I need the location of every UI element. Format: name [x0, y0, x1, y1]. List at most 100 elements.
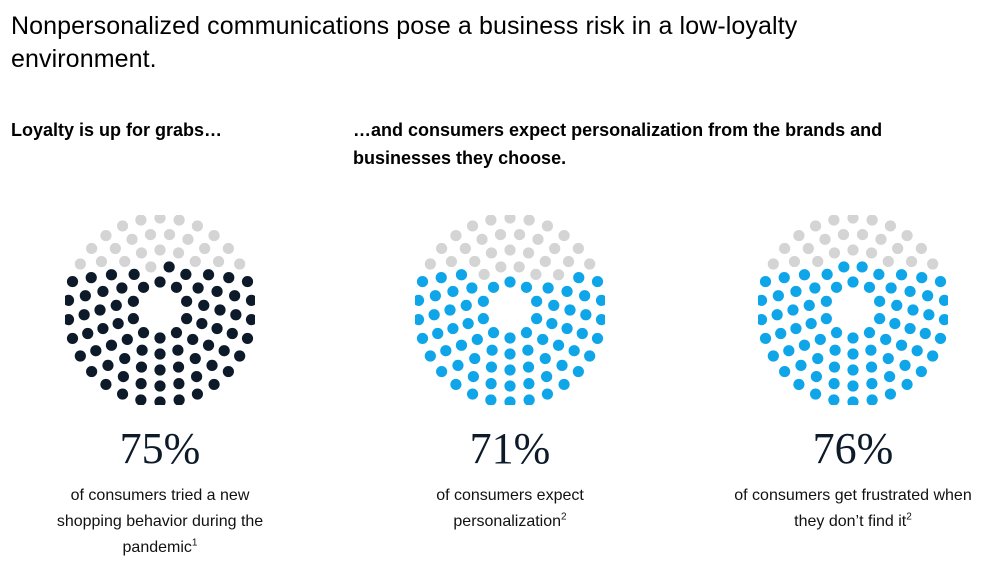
filled-dot: [452, 359, 464, 371]
empty-dot: [828, 247, 841, 259]
filled-dot: [923, 309, 935, 321]
filled-dot: [828, 378, 840, 390]
filled-dot: [487, 281, 500, 293]
filled-dot: [466, 282, 478, 294]
empty-dot: [767, 258, 779, 270]
filled-dot: [173, 394, 185, 405]
filled-dot: [522, 344, 534, 356]
empty-dot: [154, 244, 166, 256]
footnote-2: 2: [561, 511, 567, 523]
filled-dot: [783, 345, 795, 357]
empty-dot: [572, 242, 584, 255]
filled-dot: [778, 272, 790, 284]
empty-dot: [837, 229, 850, 241]
empty-dot: [892, 242, 904, 255]
filled-dot: [911, 345, 923, 357]
filled-dot: [135, 378, 147, 390]
empty-dot: [584, 258, 596, 270]
filled-dot: [915, 365, 927, 378]
filled-dot: [847, 380, 859, 392]
filled-dot: [97, 322, 109, 335]
filled-dot: [595, 314, 605, 326]
empty-dot: [882, 255, 894, 268]
filled-dot: [830, 281, 843, 293]
subtitle-left: Loyalty is up for grabs…: [11, 120, 223, 140]
filled-dot: [884, 371, 896, 383]
filled-dot: [552, 339, 565, 351]
filled-dot: [127, 295, 139, 307]
filled-dot: [820, 313, 832, 325]
stat-description-text-3: of consumers get frustrated when they do…: [734, 487, 972, 530]
filled-dot: [790, 285, 802, 298]
filled-dot: [595, 294, 605, 306]
empty-dot: [875, 233, 887, 245]
filled-dot: [181, 313, 193, 325]
filled-dot: [907, 304, 919, 316]
filled-dot: [829, 344, 841, 356]
stat-panel-3: 76% of consumers get frustrated when the…: [733, 215, 973, 535]
filled-dot: [119, 352, 131, 365]
filled-dot: [572, 365, 584, 378]
filled-dot: [173, 378, 185, 390]
empty-dot: [173, 215, 185, 226]
filled-dot: [460, 299, 472, 311]
filled-dot: [798, 339, 811, 351]
filled-dot: [218, 345, 230, 357]
filled-dot: [531, 295, 543, 307]
filled-dot: [814, 333, 826, 346]
filled-dot: [847, 332, 859, 344]
filled-dot: [181, 295, 193, 307]
stat-description-text-1: of consumers tried a new shopping behavi…: [56, 487, 264, 556]
filled-dot: [154, 348, 166, 360]
empty-dot: [809, 220, 822, 232]
empty-dot: [513, 229, 526, 241]
empty-dot: [445, 255, 458, 268]
empty-dot: [802, 242, 814, 255]
filled-dot: [523, 378, 535, 390]
filled-dot: [432, 327, 444, 340]
filled-dot: [548, 299, 560, 311]
filled-dot: [469, 352, 481, 365]
filled-dot: [889, 318, 901, 330]
filled-dot: [467, 371, 479, 383]
filled-dot: [891, 299, 903, 311]
filled-dot: [455, 339, 468, 351]
filled-dot: [541, 371, 553, 383]
filled-dot: [504, 332, 516, 344]
empty-dot: [523, 215, 535, 226]
empty-dot: [476, 233, 488, 245]
filled-dot: [170, 327, 183, 339]
filled-dot: [202, 269, 215, 281]
filled-dot: [137, 327, 150, 339]
empty-dot: [208, 229, 220, 242]
filled-dot: [66, 332, 79, 345]
filled-dot: [66, 275, 79, 288]
empty-dot: [530, 268, 542, 280]
filled-dot: [416, 275, 429, 288]
filled-dot: [522, 361, 535, 373]
filled-dot: [116, 282, 128, 294]
filled-dot: [884, 388, 897, 400]
empty-dot: [847, 244, 859, 256]
filled-dot: [938, 314, 948, 326]
empty-dot: [119, 255, 131, 268]
filled-dot: [922, 290, 934, 302]
filled-dot: [556, 359, 568, 371]
filled-dot: [591, 332, 604, 345]
filled-dot: [537, 333, 549, 346]
filled-dot: [895, 339, 908, 351]
filled-dot: [466, 388, 479, 400]
filled-dot: [136, 344, 148, 356]
empty-dot: [552, 269, 565, 281]
filled-dot: [97, 285, 109, 298]
filled-dot: [187, 333, 199, 346]
filled-dot: [135, 394, 147, 405]
empty-dot: [191, 220, 204, 232]
empty-dot: [436, 242, 448, 255]
filled-dot: [830, 327, 843, 339]
filled-dot: [436, 365, 448, 378]
filled-dot: [116, 388, 129, 400]
filled-dot: [222, 365, 234, 378]
filled-dot: [919, 327, 931, 340]
filled-dot: [415, 294, 425, 306]
